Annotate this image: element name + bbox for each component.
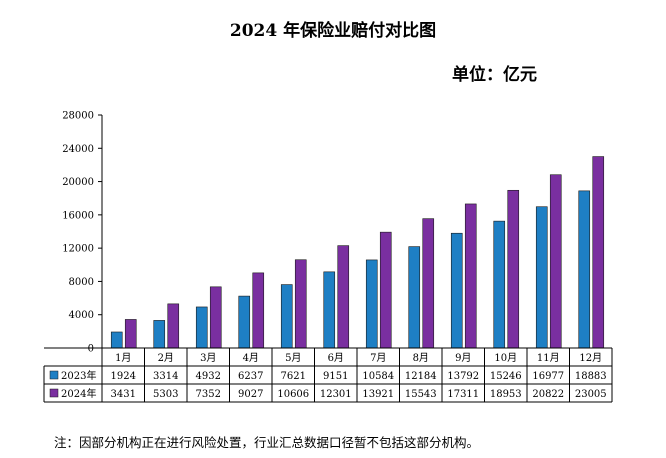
x-category-label: 6月 (328, 352, 344, 364)
bar-2023 (450, 232, 463, 349)
x-category-label: 11月 (537, 352, 560, 364)
data-value-label: 15246 (490, 371, 522, 382)
data-value-label: 9027 (238, 389, 263, 400)
y-tick-label: 20000 (62, 177, 94, 188)
data-value-label: 5303 (153, 389, 178, 400)
bar-2023 (238, 295, 251, 349)
bar-2024 (422, 218, 435, 349)
x-category-label: 12月 (579, 352, 602, 364)
data-value-label: 3314 (153, 371, 178, 382)
bars (110, 156, 605, 349)
data-value-label: 18883 (575, 371, 607, 382)
x-category-label: 8月 (413, 352, 429, 364)
x-category-label: 7月 (370, 352, 386, 364)
bar-2023 (365, 259, 378, 349)
legend-series-name: 2023年 (61, 369, 96, 382)
data-value-label: 23005 (575, 389, 607, 400)
bar-2023 (323, 271, 336, 349)
data-value-label: 18953 (490, 389, 522, 400)
bar-2024 (167, 303, 180, 349)
bar-2024 (294, 259, 307, 349)
data-value-label: 10606 (277, 389, 309, 400)
data-value-label: 7621 (281, 371, 306, 382)
legend-series-name: 2024年 (61, 387, 96, 400)
bar-2023 (535, 206, 548, 349)
footnote: 注：因部分机构正在进行风险处置，行业汇总数据口径暂不包括这部分机构。 (54, 435, 480, 450)
bar-2024 (379, 231, 392, 349)
bar-2023 (110, 331, 123, 349)
bar-chart: 0 4000 8000 12000 16000 20000 24000 28000 1月 2月 3… (43, 111, 613, 403)
data-value-label: 15543 (405, 389, 437, 400)
bar-2023 (195, 306, 208, 349)
x-category-label: 2月 (158, 352, 174, 364)
bar-2024 (549, 174, 562, 349)
y-axis: 0 4000 8000 12000 16000 20000 24000 28000 (62, 111, 103, 355)
bar-2024 (592, 156, 605, 349)
bar-2024 (507, 189, 520, 349)
bar-2023 (280, 284, 293, 349)
unit-label: 单位：亿元 (452, 65, 537, 85)
y-tick-label: 0 (88, 344, 94, 355)
x-category-label: 3月 (200, 352, 216, 364)
bar-2024 (252, 272, 265, 349)
bar-2024 (337, 245, 350, 349)
bar-2023 (153, 320, 166, 349)
data-value-label: 4932 (196, 371, 221, 382)
x-category-label: 9月 (455, 352, 471, 364)
bar-2024 (124, 319, 137, 349)
data-value-label: 13921 (362, 389, 394, 400)
x-category-label: 5月 (285, 352, 301, 364)
data-value-label: 6237 (238, 371, 263, 382)
legend-swatch (49, 370, 59, 380)
x-category-label: 4月 (243, 352, 259, 364)
data-table: 1月 2月 3月 4月 5月 6月 7月 8月 9月 10月 11月 12月 2023年 1924 3314… (43, 347, 613, 403)
y-tick-label: 4000 (69, 310, 94, 321)
data-value-label: 17311 (447, 389, 479, 400)
data-value-label: 12184 (405, 371, 437, 382)
y-tick-label: 12000 (62, 244, 94, 255)
data-value-label: 13792 (447, 371, 479, 382)
x-category-label: 10月 (494, 352, 517, 364)
legend-swatch (49, 388, 59, 398)
bar-2024 (209, 286, 222, 349)
data-value-label: 12301 (320, 389, 352, 400)
data-value-label: 20822 (532, 389, 564, 400)
y-tick-label: 24000 (62, 144, 94, 155)
chart-title: 2024 年保险业赔付对比图 (229, 21, 437, 41)
bar-2023 (408, 246, 421, 349)
bar-2024 (464, 203, 477, 349)
data-value-label: 7352 (196, 389, 221, 400)
data-value-label: 9151 (323, 371, 348, 382)
y-tick-label: 8000 (69, 277, 94, 288)
data-value-label: 1924 (111, 371, 136, 382)
bar-2023 (493, 220, 506, 349)
bar-2023 (578, 190, 591, 349)
y-tick-label: 16000 (62, 210, 94, 221)
data-value-label: 10584 (362, 371, 394, 382)
data-value-label: 16977 (532, 371, 564, 382)
x-category-label: 1月 (115, 352, 131, 364)
y-tick-label: 28000 (62, 111, 94, 122)
data-value-label: 3431 (111, 389, 136, 400)
